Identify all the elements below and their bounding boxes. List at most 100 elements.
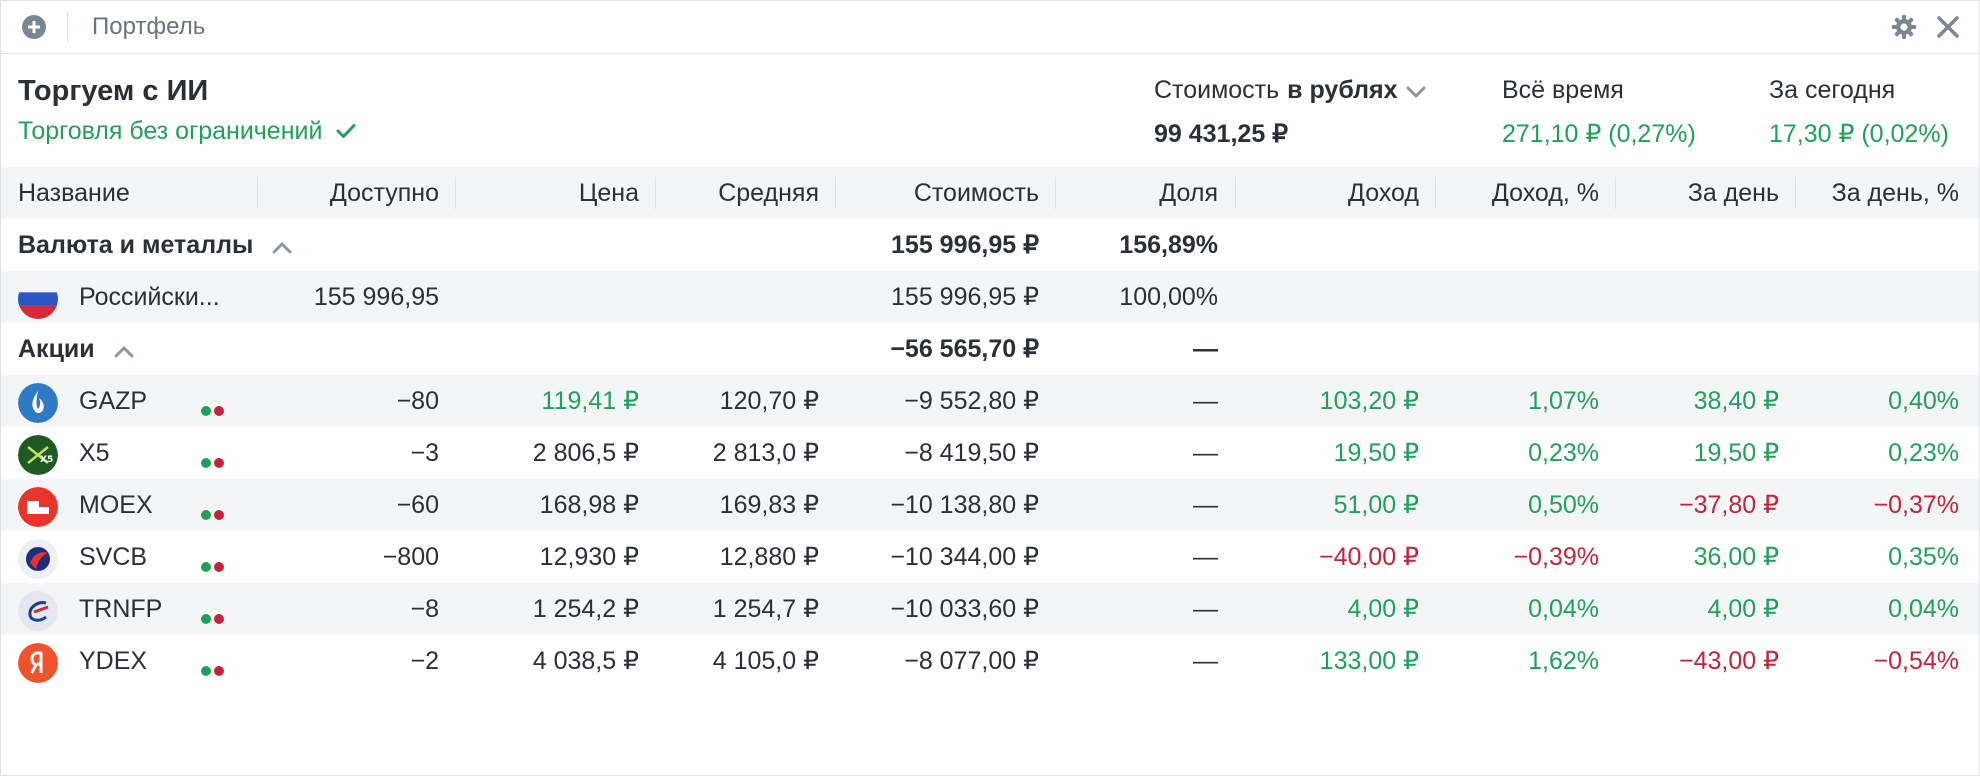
available-value: −3 [410,439,439,467]
column-header-average[interactable]: Средняя [718,179,819,207]
table-header: Название Доступно Цена Средняя Стоимость… [1,167,1979,219]
share-value: — [1193,647,1218,675]
day-value: 38,40 ₽ [1693,387,1779,415]
average-value: 169,83 ₽ [719,491,819,519]
currency-selector[interactable]: Стоимость в рублях [1154,76,1426,105]
column-header-income-pct[interactable]: Доход, % [1491,179,1599,207]
group-name: Акции [18,323,134,375]
table-row-x5[interactable]: X5 X5 −3 2 806,5 ₽ 2 813,0 ₽ −8 419,50 ₽… [1,427,1979,479]
instrument-name: Российски... [79,283,220,311]
average-value: 2 813,0 ₽ [712,439,819,467]
cost-value: −10 344,00 ₽ [890,543,1039,571]
table-row-ydex[interactable]: YDEX −2 4 038,5 ₽ 4 105,0 ₽ −8 077,00 ₽ … [1,635,1979,687]
income-pct-value: 0,23% [1528,439,1599,467]
available-value: −8 [410,595,439,623]
add-icon[interactable] [21,14,47,40]
price-value: 2 806,5 ₽ [532,439,639,467]
income-value: 133,00 ₽ [1319,647,1419,675]
account-header: Торгуем с ИИ Торговля без ограничений Ст… [1,54,1979,166]
income-pct-value: −0,39% [1513,543,1600,571]
income-value: 103,20 ₽ [1319,387,1419,415]
group-name-label: Акции [18,335,95,363]
portfolio-value: 99 431,25 ₽ [1154,120,1289,148]
svcb-logo-icon [18,539,58,579]
cost-value: −9 552,80 ₽ [904,387,1039,415]
share-value: — [1193,439,1218,467]
income-value: 51,00 ₽ [1333,491,1419,519]
day-pct-value: 0,40% [1888,387,1959,415]
average-value: 1 254,7 ₽ [712,595,819,623]
group-cost: −56 565,70 ₽ [890,335,1039,363]
close-icon[interactable] [1935,14,1961,40]
column-header-cost[interactable]: Стоимость [913,179,1039,207]
income-pct-value: 0,50% [1528,491,1599,519]
market-status-icon [200,603,226,624]
positions-table: Название Доступно Цена Средняя Стоимость… [1,167,1979,687]
value-label: Стоимость [1154,76,1280,104]
trading-status-label: Торговля без ограничений [18,117,323,145]
day-pct-value: 0,04% [1888,595,1959,623]
account-name: Торгуем с ИИ [18,75,209,107]
gazprom-logo-icon [18,383,58,423]
ticker: MOEX [79,491,153,519]
table-row-svcb[interactable]: SVCB −800 12,930 ₽ 12,880 ₽ −10 344,00 ₽… [1,531,1979,583]
cost-value: −8 077,00 ₽ [904,647,1039,675]
income-pct-value: 1,62% [1528,647,1599,675]
russia-flag-icon [18,279,58,319]
column-header-income[interactable]: Доход [1348,179,1419,207]
available-value: 155 996,95 [313,283,439,311]
gear-icon[interactable] [1891,14,1917,40]
column-header-day[interactable]: За день [1687,179,1779,207]
alltime-value: 271,10 ₽ (0,27%) [1502,120,1696,148]
alltime-stat: Всё время 271,10 ₽ (0,27%) [1502,76,1696,149]
available-value: −60 [396,491,439,519]
group-row-currency[interactable]: Валюта и металлы 155 996,95 ₽ 156,89% [1,219,1979,272]
ticker: SVCB [79,543,148,571]
chevron-up-icon[interactable] [272,220,292,272]
today-value: 17,30 ₽ (0,02%) [1769,120,1949,148]
column-header-day-pct[interactable]: За день, % [1831,179,1959,207]
yandex-logo-icon [18,643,58,683]
cost-value: 155 996,95 ₽ [891,283,1039,311]
column-header-name[interactable]: Название [18,179,130,207]
share-value: — [1193,543,1218,571]
moex-logo-icon [18,487,58,527]
income-pct-value: 0,04% [1528,595,1599,623]
share-value: — [1193,595,1218,623]
group-row-stocks[interactable]: Акции −56 565,70 ₽ — [1,323,1979,375]
table-row-moex[interactable]: MOEX −60 168,98 ₽ 169,83 ₽ −10 138,80 ₽ … [1,479,1979,531]
group-share: — [1193,335,1218,363]
price-value: 168,98 ₽ [539,491,639,519]
group-cost: 155 996,95 ₽ [891,231,1039,259]
average-value: 4 105,0 ₽ [712,647,819,675]
day-pct-value: 0,35% [1888,543,1959,571]
table-row-trnfp[interactable]: TRNFP −8 1 254,2 ₽ 1 254,7 ₽ −10 033,60 … [1,583,1979,635]
column-header-available[interactable]: Доступно [329,179,439,207]
price-value: 1 254,2 ₽ [532,595,639,623]
title-separator [67,12,68,42]
ticker: X5 [79,439,110,467]
window-title: Портфель [92,13,206,40]
transneft-logo-icon [18,591,58,631]
chevron-up-icon[interactable] [114,324,134,376]
ticker: YDEX [79,647,148,675]
today-stat: За сегодня 17,30 ₽ (0,02%) [1769,76,1949,149]
available-value: −80 [396,387,439,415]
title-bar: Портфель [1,1,1979,54]
price-value: 4 038,5 ₽ [532,647,639,675]
column-header-price[interactable]: Цена [578,179,639,207]
share-value: — [1193,491,1218,519]
table-row-gazp[interactable]: GAZP −80 119,41 ₽ 120,70 ₽ −9 552,80 ₽ —… [1,375,1979,427]
income-value: 4,00 ₽ [1347,595,1419,623]
available-value: −800 [382,543,439,571]
column-header-share[interactable]: Доля [1159,179,1218,207]
day-value: 36,00 ₽ [1693,543,1779,571]
income-pct-value: 1,07% [1528,387,1599,415]
table-row-rub[interactable]: Российски... 155 996,95 155 996,95 ₽ 100… [1,271,1979,323]
checkmark-icon [336,117,356,146]
market-status-icon [200,655,226,676]
income-value: −40,00 ₽ [1318,543,1419,571]
income-value: 19,50 ₽ [1333,439,1419,467]
price-value: 119,41 ₽ [541,387,639,415]
